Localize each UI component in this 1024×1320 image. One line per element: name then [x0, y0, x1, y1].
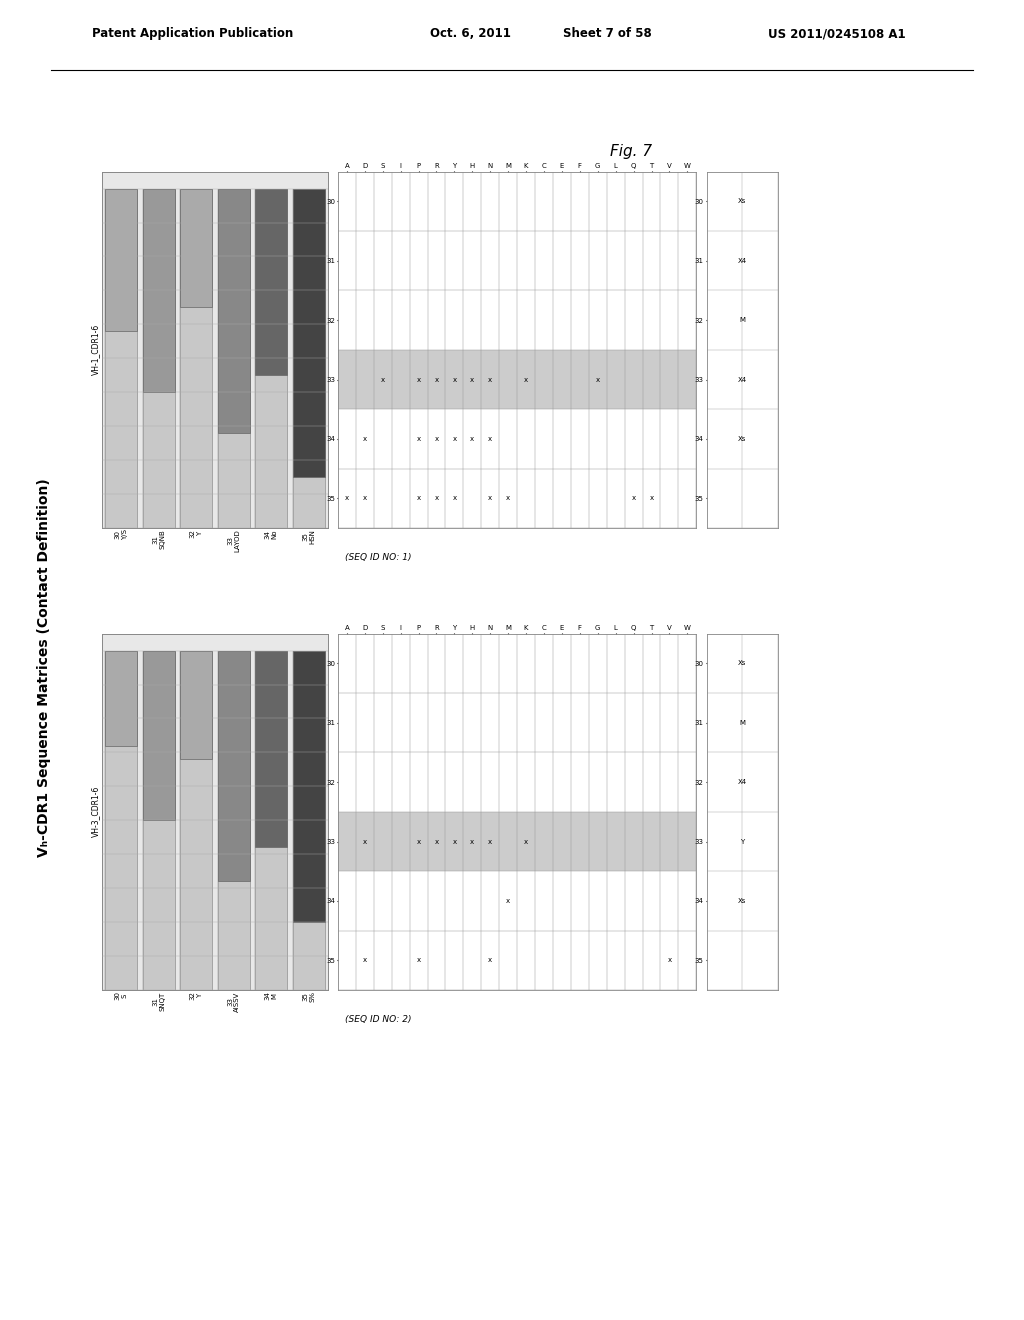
Text: Xs: Xs — [738, 198, 746, 205]
Bar — [338, 812, 696, 871]
Text: x: x — [417, 436, 421, 442]
Bar — [104, 189, 138, 528]
Bar — [292, 651, 326, 990]
Text: x: x — [470, 376, 474, 383]
Bar — [255, 189, 288, 375]
Bar — [180, 651, 212, 759]
Text: x: x — [470, 838, 474, 845]
Text: x: x — [649, 495, 653, 502]
Bar — [180, 651, 212, 990]
Text: x: x — [506, 495, 510, 502]
Bar — [218, 189, 250, 433]
Bar — [180, 189, 212, 528]
Text: x: x — [362, 495, 367, 502]
Bar — [142, 651, 175, 990]
Text: x: x — [488, 495, 493, 502]
Text: Vₕ-CDR1 Sequence Matrices (Contact Definition): Vₕ-CDR1 Sequence Matrices (Contact Defin… — [37, 478, 50, 857]
Text: x: x — [524, 376, 528, 383]
Bar — [105, 189, 137, 528]
Text: x: x — [381, 376, 385, 383]
Bar — [293, 189, 325, 477]
Bar — [104, 651, 138, 990]
Text: X4: X4 — [738, 779, 746, 785]
Bar — [141, 651, 176, 990]
Text: Xs: Xs — [738, 898, 746, 904]
Text: Y: Y — [740, 838, 744, 845]
Text: x: x — [417, 376, 421, 383]
Bar — [142, 651, 175, 820]
Bar — [218, 651, 250, 882]
Text: x: x — [434, 838, 438, 845]
Text: (SEQ ID NO: 1): (SEQ ID NO: 1) — [345, 553, 412, 562]
Text: x: x — [453, 436, 457, 442]
Bar — [179, 189, 213, 528]
Text: x: x — [434, 436, 438, 442]
Bar — [292, 189, 326, 528]
Bar — [255, 189, 288, 528]
Text: M: M — [739, 719, 745, 726]
Text: x: x — [453, 376, 457, 383]
Text: x: x — [453, 495, 457, 502]
Bar — [255, 651, 288, 990]
Text: x: x — [668, 957, 672, 964]
Bar — [105, 651, 137, 746]
Text: Sheet 7 of 58: Sheet 7 of 58 — [563, 28, 652, 41]
Text: x: x — [434, 495, 438, 502]
Bar — [142, 189, 175, 392]
Text: x: x — [488, 376, 493, 383]
Text: X4: X4 — [738, 376, 746, 383]
Bar — [105, 189, 137, 331]
Bar — [218, 189, 250, 528]
Bar — [254, 189, 289, 528]
Bar — [180, 189, 212, 308]
Text: x: x — [488, 436, 493, 442]
Bar — [217, 189, 251, 528]
Text: x: x — [470, 436, 474, 442]
Bar — [141, 189, 176, 528]
Text: Fig. 7: Fig. 7 — [609, 144, 652, 160]
Text: x: x — [362, 957, 367, 964]
Text: Oct. 6, 2011: Oct. 6, 2011 — [430, 28, 511, 41]
Text: x: x — [434, 376, 438, 383]
Text: x: x — [417, 495, 421, 502]
Bar — [105, 651, 137, 990]
Bar — [293, 651, 325, 923]
Text: x: x — [596, 376, 600, 383]
Text: x: x — [506, 898, 510, 904]
Text: x: x — [488, 838, 493, 845]
Bar — [179, 651, 213, 990]
Bar — [254, 651, 289, 990]
Y-axis label: VH-3_CDR1-6: VH-3_CDR1-6 — [90, 787, 99, 837]
Text: X4: X4 — [738, 257, 746, 264]
Text: x: x — [417, 957, 421, 964]
Bar — [255, 651, 288, 847]
Y-axis label: VH-1_CDR1-6: VH-1_CDR1-6 — [90, 325, 99, 375]
Bar — [218, 651, 250, 990]
Text: x: x — [488, 957, 493, 964]
Bar — [293, 189, 325, 528]
Bar — [217, 651, 251, 990]
Text: US 2011/0245108 A1: US 2011/0245108 A1 — [768, 28, 905, 41]
Bar — [293, 651, 325, 990]
Text: M: M — [739, 317, 745, 323]
Text: Patent Application Publication: Patent Application Publication — [92, 28, 294, 41]
Text: x: x — [417, 838, 421, 845]
Text: Xs: Xs — [738, 660, 746, 667]
Text: (SEQ ID NO: 2): (SEQ ID NO: 2) — [345, 1015, 412, 1024]
Text: x: x — [362, 436, 367, 442]
Text: Xs: Xs — [738, 436, 746, 442]
Text: x: x — [632, 495, 636, 502]
Text: x: x — [524, 838, 528, 845]
Text: x: x — [345, 495, 349, 502]
Text: x: x — [453, 838, 457, 845]
Bar — [338, 350, 696, 409]
Text: x: x — [362, 838, 367, 845]
Bar — [142, 189, 175, 528]
